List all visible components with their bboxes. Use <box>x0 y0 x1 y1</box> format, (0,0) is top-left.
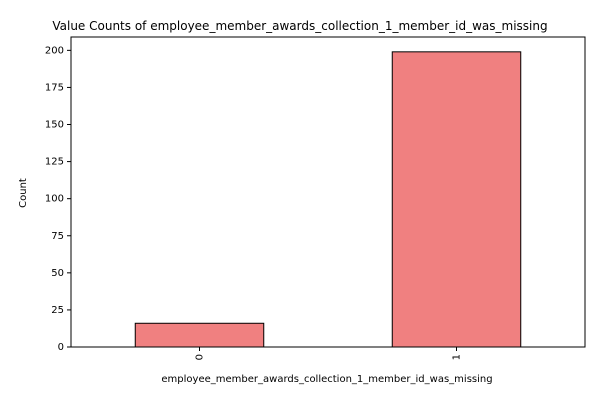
y-tick-label-200: 200 <box>45 45 64 56</box>
y-tick-label-150: 150 <box>45 120 64 131</box>
bars-group <box>134 51 522 348</box>
chart-title: Value Counts of employee_member_awards_c… <box>52 19 547 33</box>
y-axis-label: Count <box>18 178 29 208</box>
x-tick-label-0: 0 <box>195 354 206 360</box>
bar-0 <box>134 322 265 348</box>
y-tick-label-0: 0 <box>58 342 64 353</box>
x-axis-label: employee_member_awards_collection_1_memb… <box>161 374 492 385</box>
y-tick-label-175: 175 <box>45 82 64 93</box>
x-tick-label-1: 1 <box>452 354 463 360</box>
y-tick-label-75: 75 <box>51 231 64 242</box>
plot-frame <box>70 36 586 348</box>
y-axis-ticks: 0 25 50 75 100 125 150 175 200 <box>45 45 71 353</box>
y-tick-label-50: 50 <box>51 268 64 279</box>
y-tick-label-25: 25 <box>51 305 64 316</box>
y-tick-label-100: 100 <box>45 194 64 205</box>
y-tick-label-125: 125 <box>45 157 64 168</box>
bar-1 <box>391 51 522 348</box>
